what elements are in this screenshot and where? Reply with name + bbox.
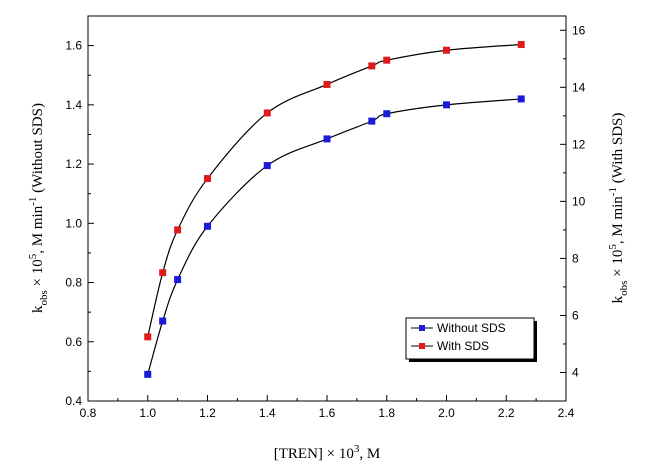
y-axis-right-ticks: 4 6 8 10 12 14 16 <box>560 23 586 402</box>
y-left-tick-label: 1.4 <box>65 98 82 112</box>
data-point-with-sds <box>174 226 182 234</box>
data-point-without-sds <box>144 370 152 378</box>
y-left-tick-label: 0.4 <box>65 394 82 408</box>
x-tick-label: 2.4 <box>558 406 575 420</box>
x-tick-label: 1.8 <box>378 406 395 420</box>
legend-marker-with-sds <box>419 343 425 349</box>
legend-label-with-sds: With SDS <box>437 339 489 353</box>
y-axis-left-ticks: 0.4 0.6 0.8 1.0 1.2 1.4 1.6 <box>65 39 94 408</box>
data-point-with-sds <box>204 175 211 183</box>
data-point-with-sds <box>383 56 391 64</box>
series-layer <box>144 41 525 378</box>
y-right-tick-label: 14 <box>572 80 586 94</box>
y-left-tick-label: 1.0 <box>65 216 82 230</box>
y-right-tick-label: 10 <box>572 194 586 208</box>
legend-marker-without-sds <box>419 325 425 331</box>
series-line-without-sds <box>147 98 522 375</box>
y-right-tick-label: 8 <box>572 251 579 265</box>
legend-label-without-sds: Without SDS <box>437 321 506 335</box>
y-right-tick-label: 6 <box>572 308 579 322</box>
x-tick-label: 2.0 <box>438 406 455 420</box>
legend: Without SDS With SDS <box>405 317 537 362</box>
data-point-with-sds <box>368 62 376 70</box>
data-point-without-sds <box>204 222 211 230</box>
series-line-with-sds <box>147 43 522 337</box>
data-point-with-sds <box>159 269 167 277</box>
y-right-tick-label: 4 <box>572 365 579 379</box>
y-left-tick-label: 1.6 <box>65 39 82 53</box>
data-point-with-sds <box>443 46 450 54</box>
data-point-without-sds <box>159 317 167 325</box>
data-point-without-sds <box>368 117 376 125</box>
legend-box <box>405 317 535 360</box>
data-point-without-sds <box>443 101 450 109</box>
data-point-with-sds <box>144 333 152 341</box>
x-axis-title-exponent: 3 <box>354 443 360 455</box>
x-tick-label: 1.0 <box>139 406 156 420</box>
y-right-tick-label: 16 <box>572 23 586 37</box>
y-axis-right-title: kobs × 105, M min-1 (With SDS) <box>607 113 630 304</box>
x-axis-title: [TREN] × 103, M <box>274 443 380 462</box>
y-axis-left-title: kobs × 105, M min-1 (Without SDS) <box>27 103 50 313</box>
x-axis-title-main: [TREN] × 10 <box>274 446 354 462</box>
x-axis-ticks: 0.8 1.0 1.2 1.4 1.6 1.8 2.0 2.2 2.4 <box>80 395 575 420</box>
x-tick-label: 1.6 <box>319 406 336 420</box>
x-axis-title-unit: , M <box>359 446 380 462</box>
data-point-without-sds <box>174 276 182 284</box>
data-point-without-sds <box>263 162 271 170</box>
data-point-with-sds <box>517 41 525 49</box>
x-tick-label: 1.4 <box>259 406 276 420</box>
data-point-with-sds <box>323 80 331 88</box>
x-tick-label: 0.8 <box>80 406 97 420</box>
x-tick-label: 2.2 <box>498 406 515 420</box>
y-left-tick-label: 0.8 <box>65 276 82 290</box>
y-left-tick-label: 1.2 <box>65 157 82 171</box>
data-point-with-sds <box>263 109 271 117</box>
y-left-tick-label: 0.6 <box>65 335 82 349</box>
x-tick-label: 1.2 <box>199 406 216 420</box>
data-point-without-sds <box>517 95 525 103</box>
data-point-without-sds <box>383 110 391 118</box>
data-point-without-sds <box>323 135 331 143</box>
y-right-tick-label: 12 <box>572 137 586 151</box>
